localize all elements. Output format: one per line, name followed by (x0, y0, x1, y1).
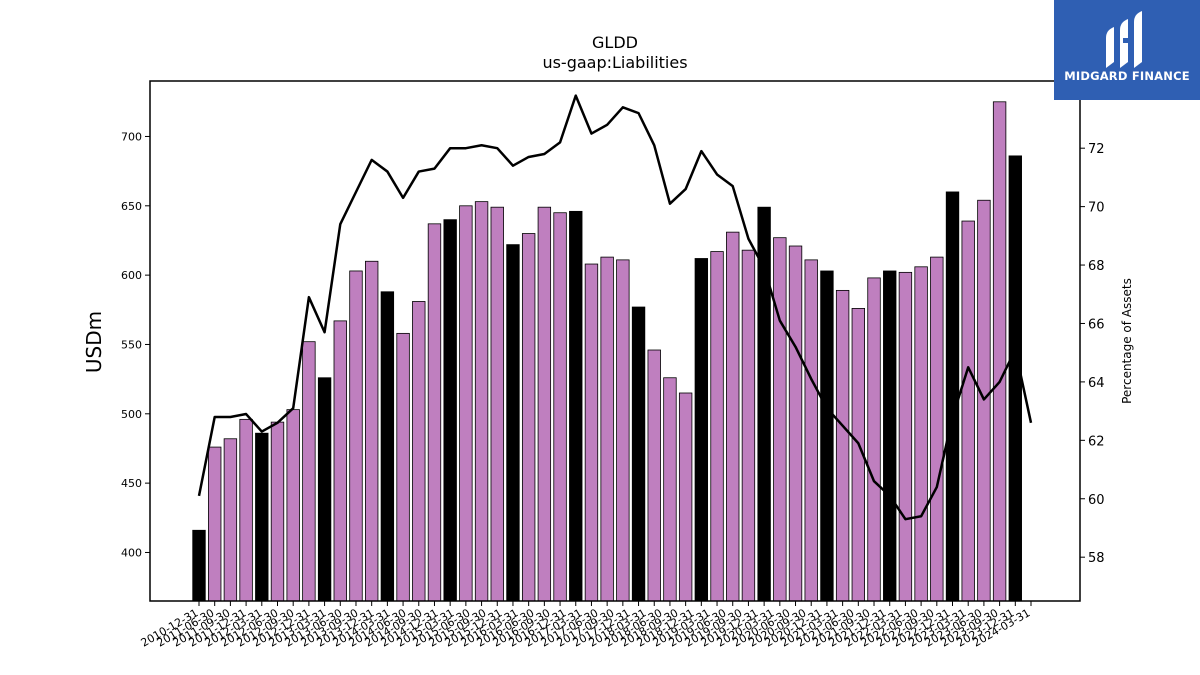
y-tick-label: 650 (121, 200, 142, 213)
bar (616, 259, 630, 602)
y2-tick-label: 68 (1088, 259, 1105, 274)
left-axis: 400 450 500 550 600 650 700 (121, 130, 150, 559)
bar (992, 101, 1007, 602)
bar (835, 289, 850, 602)
y-axis-label: USDm (82, 311, 106, 373)
bar (443, 219, 457, 602)
bar (663, 377, 677, 602)
bar (914, 266, 928, 602)
y2-tick-label: 66 (1088, 317, 1105, 332)
bar (506, 244, 520, 602)
bar (317, 377, 332, 602)
bar (694, 258, 709, 602)
y2-tick-label: 70 (1088, 201, 1105, 216)
logo-mark-icon (1106, 11, 1142, 68)
x-axis: 2010-12-312011-06-302011-09-302011-12-31… (139, 601, 1033, 650)
bar (270, 421, 285, 602)
bar (255, 432, 269, 602)
bar (569, 210, 583, 602)
y2-tick-label: 64 (1088, 376, 1105, 391)
bar (427, 223, 442, 602)
bar (521, 233, 536, 602)
plot-frame (149, 80, 1081, 602)
bar (883, 270, 897, 602)
bar (412, 301, 426, 602)
bar (286, 409, 300, 602)
bar (333, 320, 347, 602)
bar (302, 341, 316, 602)
y-tick-label: 450 (121, 477, 142, 490)
bar (1008, 155, 1022, 602)
bar (898, 271, 913, 602)
bar (459, 205, 473, 602)
y-tick-label: 550 (121, 338, 142, 351)
bar (741, 249, 756, 602)
y2-tick-label: 62 (1088, 434, 1105, 449)
y-tick-label: 400 (121, 546, 142, 559)
chart-title: GLDD (592, 33, 638, 52)
bar (961, 220, 975, 602)
bar (726, 231, 740, 602)
bar (820, 270, 834, 602)
bar (474, 201, 489, 602)
y2-axis-label: Percentage of Assets (1120, 278, 1134, 404)
bar (490, 206, 504, 602)
bar (804, 259, 818, 602)
bar (584, 263, 599, 602)
bar (867, 277, 881, 602)
y2-tick-label: 72 (1088, 142, 1105, 157)
bar (600, 256, 614, 602)
bar (788, 245, 803, 602)
chart-subtitle: us-gaap:Liabilities (542, 53, 687, 72)
y-tick-label: 600 (121, 269, 142, 282)
bar (208, 446, 222, 602)
bar (380, 291, 395, 602)
bar (710, 251, 724, 602)
bar (945, 191, 960, 602)
y2-tick-label: 58 (1088, 551, 1105, 566)
y-tick-label: 500 (121, 408, 142, 421)
percentage-line (197, 94, 1033, 521)
bar (537, 206, 552, 602)
bar (678, 392, 693, 602)
bar (223, 438, 238, 602)
bar (631, 306, 646, 602)
bar (192, 529, 206, 602)
bar (553, 212, 567, 602)
midgard-finance-logo: MIDGARD FINANCE (1054, 0, 1200, 100)
bar (239, 418, 253, 602)
right-axis: 58 60 62 64 66 68 70 72 (1080, 142, 1105, 566)
y-tick-label: 700 (121, 130, 142, 143)
line-series (197, 94, 1033, 521)
bar (364, 260, 379, 602)
y2-tick-label: 60 (1088, 493, 1105, 508)
logo-text: MIDGARD FINANCE (1064, 69, 1190, 83)
bar (647, 349, 661, 602)
bar-series (192, 101, 1022, 602)
bar (396, 332, 410, 602)
bar (773, 237, 787, 602)
bar (930, 256, 944, 602)
bar (349, 270, 363, 602)
